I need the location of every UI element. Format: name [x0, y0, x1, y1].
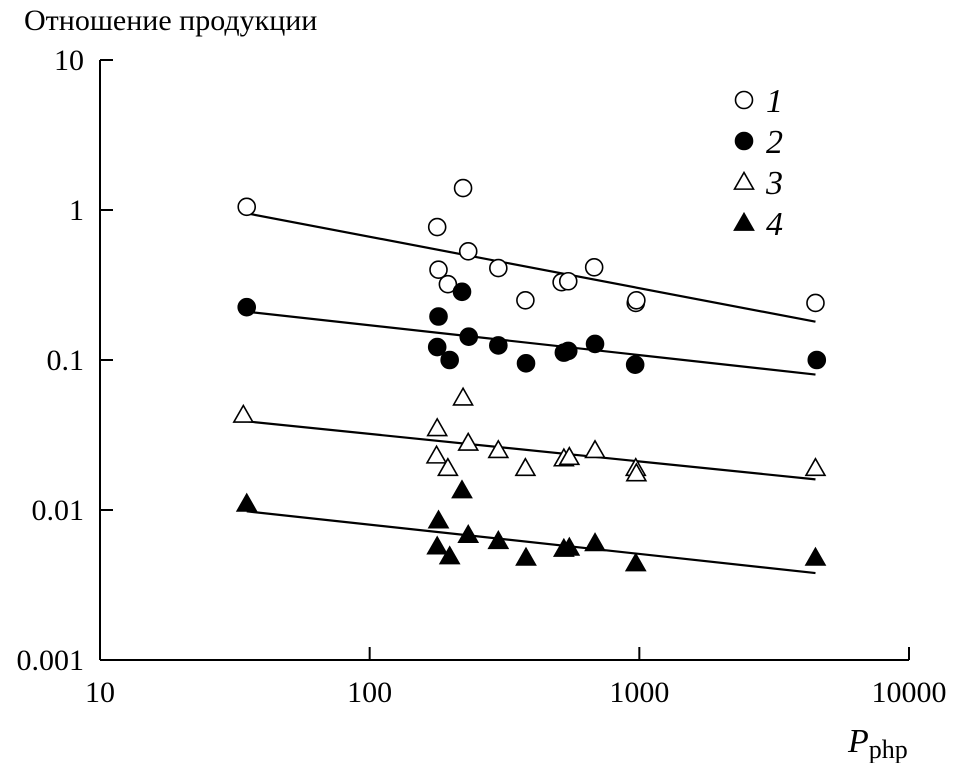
point-series-3 — [487, 439, 510, 459]
fit-lines — [246, 212, 816, 575]
point-series-2 — [427, 337, 447, 357]
point-series-4 — [427, 509, 450, 529]
point-series-2 — [489, 336, 508, 355]
point-series-1 — [458, 242, 478, 261]
point-series-1 — [429, 260, 448, 279]
legend-marker-2 — [734, 131, 754, 151]
point-series-4 — [457, 524, 480, 544]
point-series-4 — [451, 479, 473, 499]
point-series-3 — [584, 439, 606, 459]
point-series-4 — [515, 546, 537, 566]
legend-marker-1 — [734, 90, 754, 110]
point-series-1 — [584, 257, 604, 277]
point-series-1 — [427, 217, 447, 237]
point-series-2 — [516, 354, 536, 373]
y-tick-label: 0.1 — [47, 344, 85, 377]
point-series-2 — [452, 282, 472, 302]
fit-line-series-1 — [246, 212, 816, 323]
point-series-2 — [429, 307, 448, 326]
fit-line-series-4 — [246, 510, 816, 575]
x-axis-label: Pphp — [847, 723, 908, 763]
x-tick-label: 100 — [347, 676, 392, 709]
legend-label-3: 3 — [765, 165, 783, 202]
point-series-1 — [558, 271, 578, 291]
legend-label-2: 2 — [766, 124, 783, 161]
legend-marker-3 — [733, 170, 755, 190]
point-series-3 — [426, 417, 449, 437]
point-series-1 — [806, 293, 825, 313]
point-series-1 — [489, 258, 508, 278]
y-tick-label: 1 — [69, 194, 84, 227]
point-series-2 — [807, 350, 827, 370]
chart-title: Отношение продукции — [24, 4, 317, 37]
point-series-1 — [237, 197, 257, 217]
point-series-2 — [237, 297, 257, 317]
x-axis-label-sub: php — [869, 735, 908, 763]
point-series-1 — [516, 291, 535, 310]
point-series-3 — [425, 444, 448, 464]
y-tick-label: 0.01 — [32, 494, 85, 527]
point-series-3 — [514, 457, 537, 477]
point-series-1 — [627, 291, 646, 310]
point-series-3 — [558, 446, 581, 466]
x-tick-label: 10 — [85, 676, 115, 709]
fit-line-series-3 — [246, 420, 816, 481]
y-tick-label: 0.001 — [17, 644, 85, 677]
y-ticks: 0.001 0.01 0.1 1 10 — [17, 44, 113, 677]
point-series-4 — [487, 530, 510, 550]
point-series-3 — [452, 386, 474, 406]
point-series-3 — [457, 431, 480, 451]
point-series-3 — [625, 462, 648, 482]
point-series-4 — [558, 536, 581, 556]
point-series-2 — [459, 327, 479, 346]
point-series-2 — [625, 355, 645, 375]
legend: 1 2 3 4 — [733, 83, 783, 243]
point-series-4 — [804, 546, 827, 566]
point-series-2 — [558, 341, 578, 361]
point-series-1 — [438, 274, 458, 294]
point-series-4 — [624, 552, 647, 572]
point-series-2 — [440, 350, 459, 370]
point-series-3 — [437, 457, 459, 477]
point-series-4 — [584, 532, 606, 552]
point-series-4 — [426, 535, 449, 555]
legend-label-4: 4 — [766, 206, 783, 243]
point-series-3 — [232, 403, 255, 423]
point-series-3 — [804, 457, 827, 477]
y-tick-label: 10 — [54, 44, 84, 77]
point-series-2 — [585, 334, 605, 354]
fit-line-series-2 — [246, 310, 816, 376]
data-points — [232, 178, 827, 572]
legend-label-1: 1 — [766, 83, 783, 120]
x-tick-label: 1000 — [609, 676, 669, 709]
legend-marker-4 — [733, 211, 755, 231]
x-axis-label-var: P — [847, 723, 869, 760]
x-tick-label: 10000 — [872, 676, 947, 709]
point-series-1 — [453, 178, 473, 198]
point-series-4 — [235, 492, 258, 512]
x-ticks: 10 100 1000 10000 — [85, 647, 947, 709]
point-series-4 — [438, 545, 461, 565]
